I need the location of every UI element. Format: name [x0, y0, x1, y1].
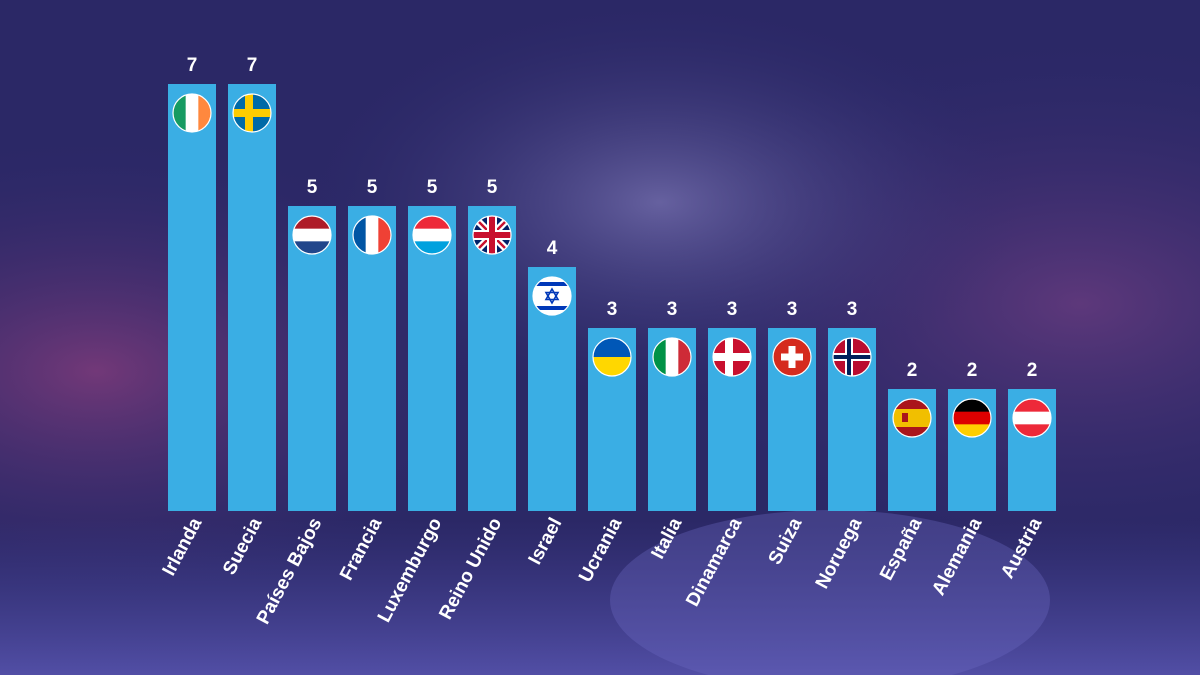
value-label-3: 5 [367, 177, 378, 198]
category-label-1: Suecia [219, 514, 267, 578]
value-labels-group: 7 7 5 5 5 5 4 3 3 3 3 3 2 2 2 [187, 55, 1038, 381]
category-label-5: Reino Unido [435, 514, 506, 623]
value-label-0: 7 [187, 55, 198, 76]
france-flag-icon [352, 215, 392, 255]
bar-4 [408, 206, 456, 511]
value-label-10: 3 [787, 299, 798, 320]
category-label-9: Dinamarca [682, 514, 746, 610]
germany-flag-icon [952, 398, 992, 438]
category-label-0: Irlanda [159, 514, 207, 579]
sweden-flag-icon [232, 93, 272, 133]
category-label-13: Alemania [928, 514, 986, 599]
bars-group [168, 84, 1056, 511]
category-label-14: Austria [997, 514, 1046, 582]
category-label-3: Francia [336, 514, 386, 584]
value-label-5: 5 [487, 177, 498, 198]
norway-flag-icon [832, 337, 872, 377]
category-label-4: Luxemburgo [374, 514, 447, 625]
value-label-14: 2 [1027, 360, 1038, 381]
category-label-11: Noruega [812, 514, 867, 592]
category-label-7: Ucrania [575, 514, 626, 586]
value-label-6: 4 [547, 238, 558, 259]
value-label-9: 3 [727, 299, 738, 320]
value-label-8: 3 [667, 299, 678, 320]
value-label-12: 2 [907, 360, 918, 381]
italy-flag-icon [652, 337, 692, 377]
category-label-12: España [876, 514, 926, 584]
bar-3 [348, 206, 396, 511]
uk-flag-icon [472, 215, 512, 255]
austria-flag-icon [1012, 398, 1052, 438]
category-label-2: Países Bajos [253, 514, 327, 627]
spain-flag-icon [892, 398, 932, 438]
value-label-11: 3 [847, 299, 858, 320]
switzerland-flag-icon [772, 337, 812, 377]
bar-5 [468, 206, 516, 511]
flags-group [172, 93, 1052, 438]
ukraine-flag-icon [592, 337, 632, 377]
bar-2 [288, 206, 336, 511]
luxembourg-flag-icon [412, 215, 452, 255]
bar-1 [228, 84, 276, 511]
category-label-8: Italia [648, 514, 687, 562]
ireland-flag-icon [172, 93, 212, 133]
value-label-7: 3 [607, 299, 618, 320]
denmark-flag-icon [712, 337, 752, 377]
israel-flag-icon [532, 276, 572, 316]
value-label-13: 2 [967, 360, 978, 381]
category-label-10: Suiza [765, 514, 807, 568]
value-label-2: 5 [307, 177, 318, 198]
netherlands-flag-icon [292, 215, 332, 255]
value-label-4: 5 [427, 177, 438, 198]
value-label-1: 7 [247, 55, 258, 76]
category-label-6: Israel [525, 514, 567, 568]
bar-0 [168, 84, 216, 511]
